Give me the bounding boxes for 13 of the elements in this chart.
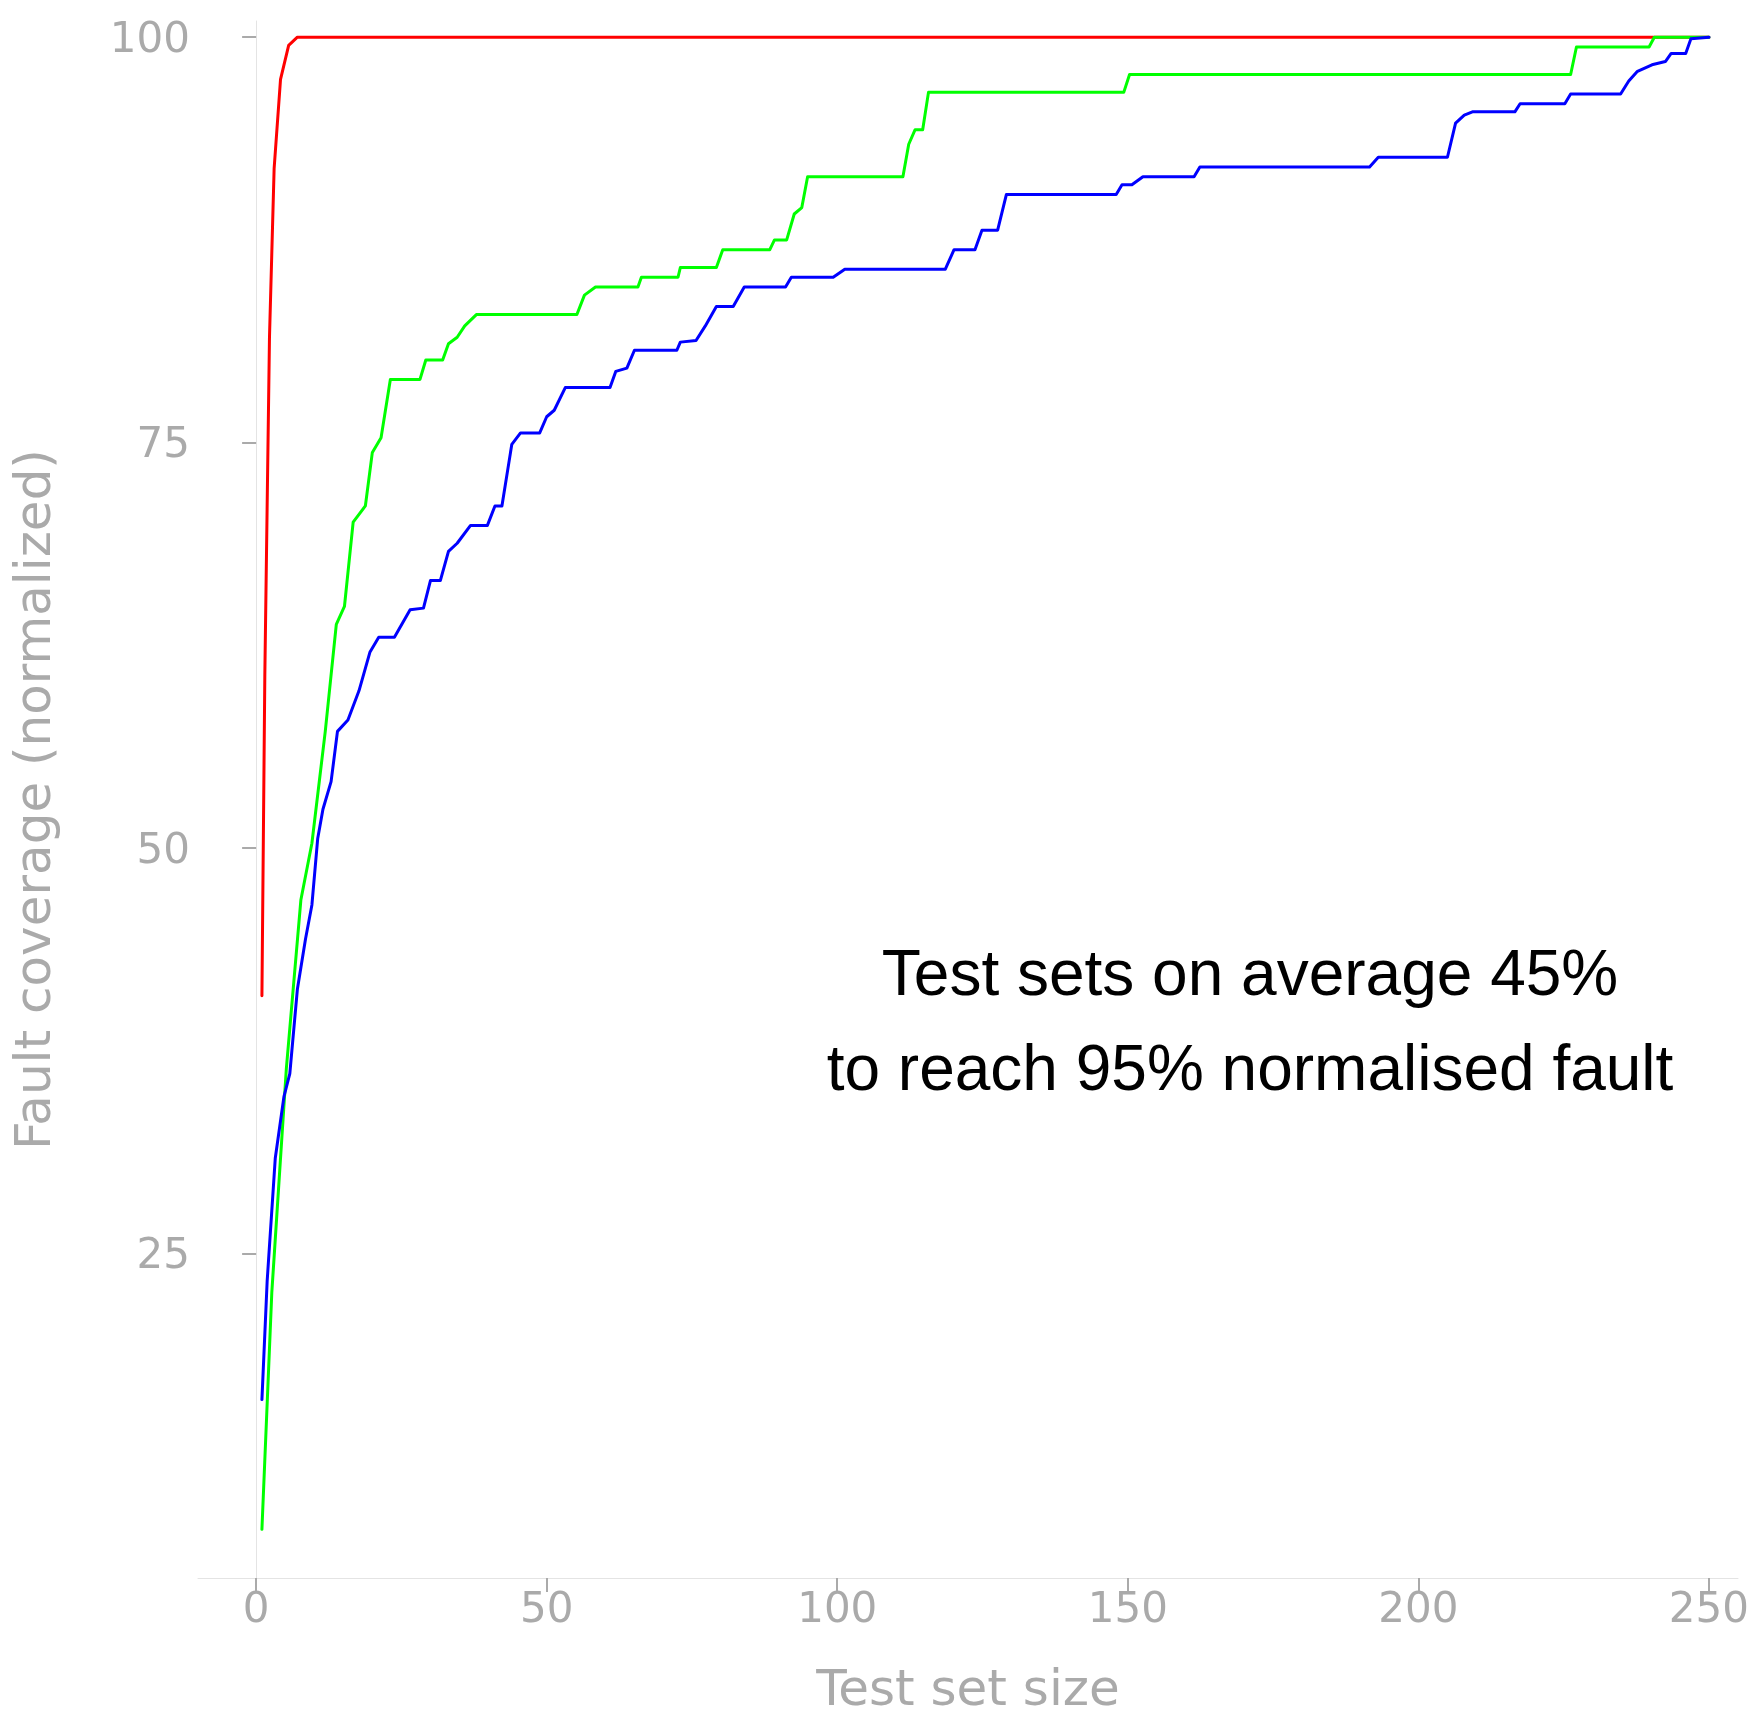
x-tick-label: 0 [242,1582,270,1632]
x-tick-label: 50 [519,1582,574,1632]
annotation: Test sets on average 45% to reach 95% normalised fault [826,936,1674,1104]
y-tick-label: 50 [136,823,190,873]
x-tick-label: 200 [1378,1582,1459,1632]
y-tick-label: 25 [136,1229,190,1279]
y-axis-title: Fault coverage (normalized) [4,449,62,1150]
x-axis-title: Test set size [815,1659,1120,1717]
y-tick-label: 75 [136,418,190,468]
y-tick-label: 100 [109,12,190,62]
x-tick-label: 100 [797,1582,878,1632]
x-tick-label: 250 [1668,1582,1750,1632]
x-tick-label: 150 [1087,1582,1168,1632]
